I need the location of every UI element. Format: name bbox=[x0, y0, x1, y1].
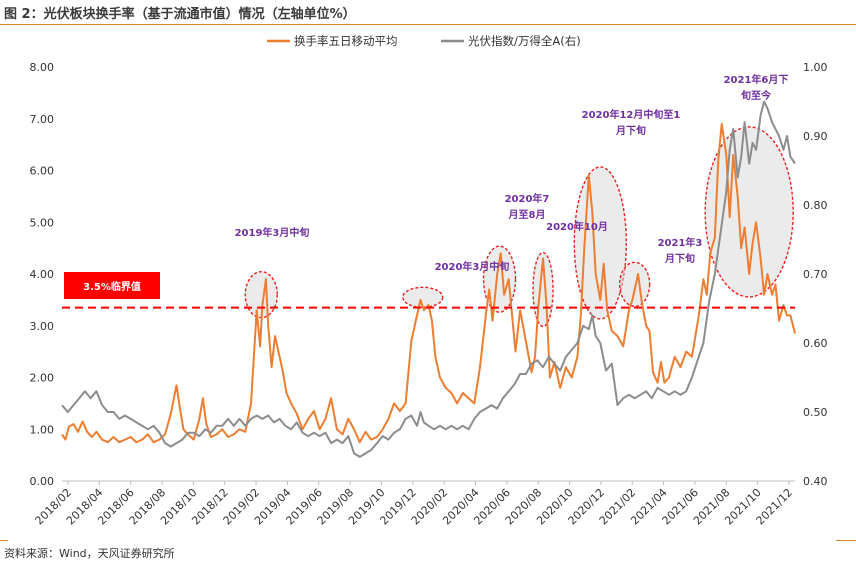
highlight-ellipse bbox=[618, 261, 651, 308]
line-chart: 0.00 1.00 2.00 3.00 4.00 5.00 6.00 7.00 8.00 0.40… bbox=[30, 34, 828, 527]
y-right-tick-label: 0.60 bbox=[803, 337, 828, 350]
y-left-tick-label: 1.00 bbox=[30, 423, 55, 436]
annotation-label: 2021年3 bbox=[658, 236, 703, 249]
annotation-label: 月下旬 bbox=[664, 252, 695, 265]
annotation-label: 2020年12月中旬至1 bbox=[582, 108, 681, 121]
annotation-label: 2020年3月中旬 bbox=[435, 260, 510, 273]
y-right-tick-label: 0.80 bbox=[803, 199, 828, 212]
highlight-ellipse bbox=[482, 245, 517, 313]
pv-index-ratio-line bbox=[61, 100, 796, 458]
title-rule bbox=[0, 24, 856, 25]
y-right-tick-label: 0.90 bbox=[803, 130, 828, 143]
y-left-tick-label: 7.00 bbox=[30, 113, 55, 126]
highlight-ellipse bbox=[402, 286, 444, 308]
annotation-label: 月至8月 bbox=[508, 209, 546, 221]
y-left-tick-label: 3.00 bbox=[30, 320, 55, 333]
y-right-tick-label: 0.50 bbox=[803, 406, 828, 419]
turnover-ma5-line bbox=[61, 122, 796, 444]
y-right-tick-label: 1.00 bbox=[803, 61, 828, 74]
source-note: 资料来源：Wind，天风证券研究所 bbox=[4, 547, 175, 560]
footer-rule-right bbox=[836, 540, 856, 541]
y-left-tick-label: 6.00 bbox=[30, 165, 55, 178]
y-left-tick-label: 5.00 bbox=[30, 216, 55, 229]
y-left-tick-label: 2.00 bbox=[30, 372, 55, 385]
annotation-label: 月下旬 bbox=[615, 124, 646, 137]
annotation-label: 2019年3月中旬 bbox=[235, 226, 310, 239]
y-left-tick-label: 0.00 bbox=[30, 475, 55, 488]
annotation-label: 2021年6月下 bbox=[724, 73, 789, 86]
figure-title: 图 2：光伏板块换手率（基于流通市值）情况（左轴单位%） bbox=[4, 7, 356, 22]
threshold-label-box bbox=[64, 272, 160, 299]
annotation-label: 旬至今 bbox=[740, 89, 772, 102]
annotation-label: 2020年10月 bbox=[546, 220, 608, 233]
y-left-tick-label: 4.00 bbox=[30, 268, 55, 281]
y-right-tick-label: 0.70 bbox=[803, 268, 828, 281]
annotation-label: 2020年7 bbox=[505, 192, 550, 205]
y-left-tick-label: 8.00 bbox=[30, 61, 55, 74]
y-right-tick-label: 0.40 bbox=[803, 475, 828, 488]
threshold-label: 3.5%临界值 bbox=[83, 280, 141, 293]
footer-rule-left bbox=[0, 540, 8, 541]
legend-label-pv-index: 光伏指数/万得全A(右) bbox=[468, 34, 581, 48]
legend-label-turnover: 换手率五日移动平均 bbox=[294, 34, 398, 48]
